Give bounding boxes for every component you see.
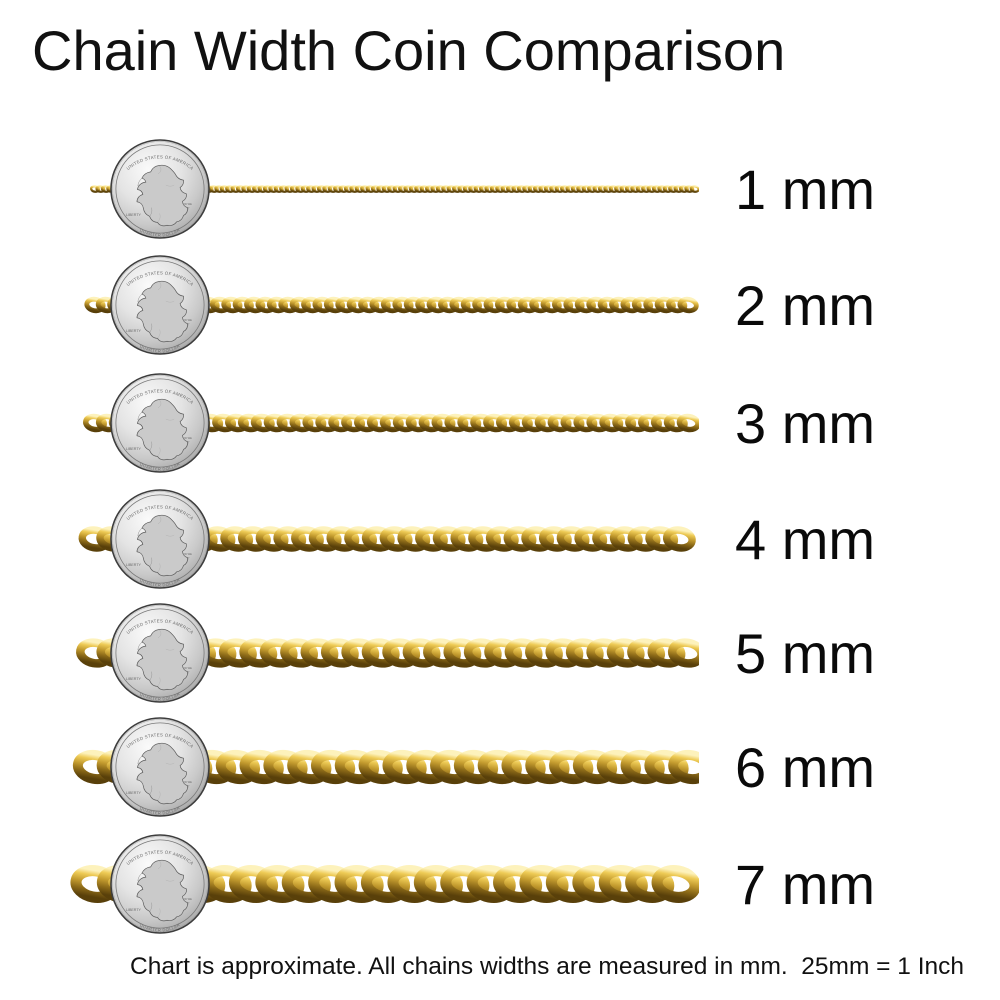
svg-text:LIBERTY: LIBERTY [126,908,142,912]
svg-text:LIBERTY: LIBERTY [126,677,142,681]
svg-text:LIBERTY: LIBERTY [126,563,142,567]
svg-text:LIBERTY: LIBERTY [126,791,142,795]
svg-text:LIBERTY: LIBERTY [126,329,142,333]
svg-text:LIBERTY: LIBERTY [126,213,142,217]
svg-text:LIBERTY: LIBERTY [126,447,142,451]
